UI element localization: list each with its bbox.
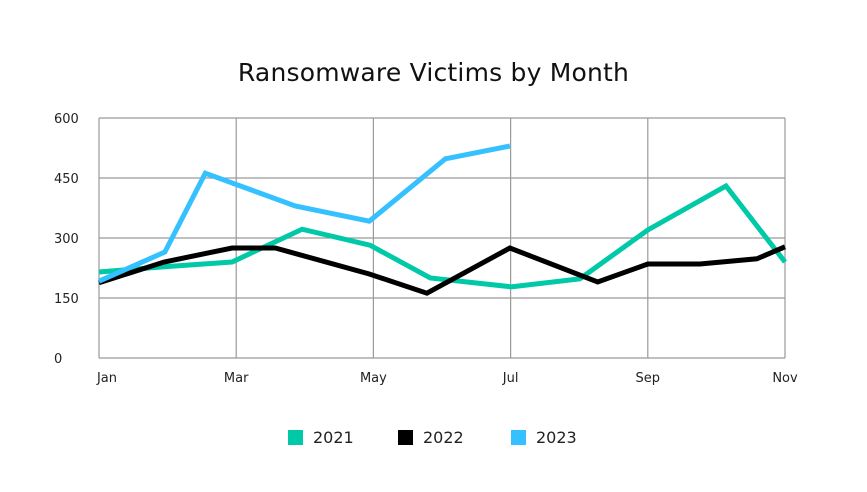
legend-item-2021[interactable]: 2021 — [288, 424, 354, 450]
x-tick-label: Nov — [772, 371, 798, 386]
x-tick-label: Sep — [636, 371, 661, 386]
x-axis-ticks: Jan Mar May Jul Sep Nov — [96, 371, 798, 386]
series-line-2023 — [97, 143, 511, 284]
x-tick-label: Jan — [96, 371, 117, 386]
legend-swatch-2023 — [511, 429, 526, 445]
legend-swatch-2021 — [288, 429, 303, 445]
series-line-2021 — [98, 182, 787, 290]
x-tick-label: Mar — [224, 371, 249, 386]
y-tick-label: 600 — [54, 112, 79, 127]
y-tick-label: 150 — [54, 292, 79, 307]
legend-item-2023[interactable]: 2023 — [511, 424, 577, 450]
legend-label: 2021 — [313, 427, 354, 447]
chart-grid — [98, 117, 786, 359]
y-tick-label: 0 — [54, 352, 62, 367]
chart-title: Ransomware Victims by Month — [237, 58, 630, 87]
series-line-2022 — [98, 244, 786, 296]
legend-item-2022[interactable]: 2022 — [398, 424, 464, 450]
y-tick-label: 300 — [54, 232, 79, 247]
y-tick-label: 450 — [54, 172, 79, 187]
chart-series — [97, 143, 787, 296]
legend-label: 2023 — [536, 427, 577, 447]
legend-swatch-2022 — [398, 429, 413, 445]
x-tick-label: May — [360, 371, 387, 386]
y-axis-ticks: 0 150 300 450 600 — [54, 112, 79, 367]
chart-legend: 2021 2022 2023 — [0, 424, 867, 450]
legend-label: 2022 — [423, 427, 464, 447]
x-tick-label: Jul — [502, 371, 519, 386]
